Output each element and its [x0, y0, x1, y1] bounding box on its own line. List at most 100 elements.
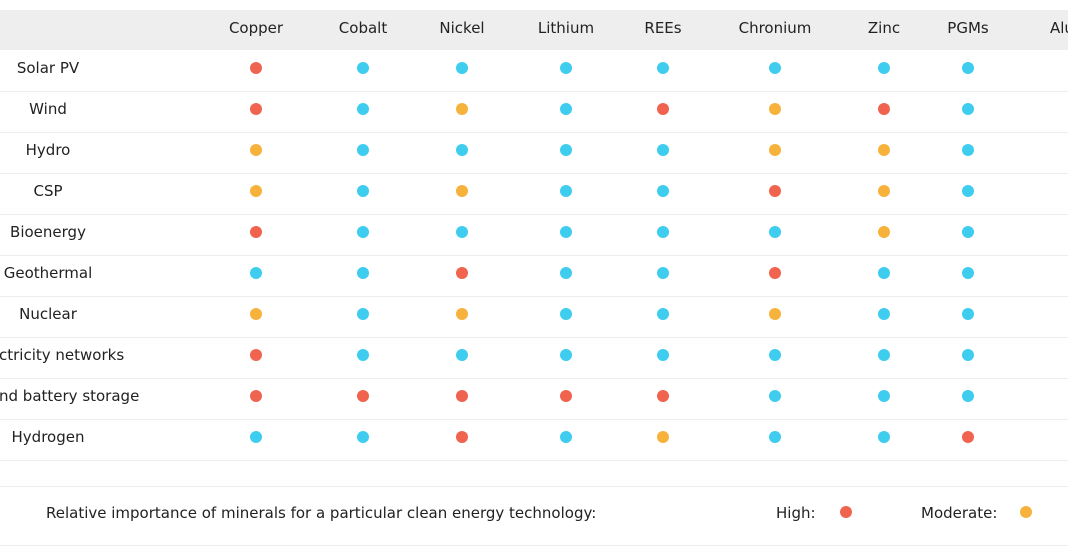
- row-separator: [0, 132, 1068, 133]
- importance-dot: [962, 103, 974, 115]
- row-label: nd battery storage: [0, 387, 140, 405]
- importance-dot: [456, 349, 468, 361]
- importance-dot: [456, 185, 468, 197]
- row-label: Hydrogen: [11, 428, 85, 446]
- importance-dot: [657, 349, 669, 361]
- legend-title: Relative importance of minerals for a pa…: [46, 504, 597, 522]
- importance-dot: [657, 185, 669, 197]
- importance-dot: [357, 226, 369, 238]
- importance-dot: [250, 431, 262, 443]
- importance-dot: [357, 62, 369, 74]
- legend-dot: [840, 506, 852, 518]
- importance-dot: [878, 349, 890, 361]
- importance-dot: [962, 185, 974, 197]
- importance-dot: [769, 226, 781, 238]
- row-label: CSP: [33, 182, 63, 200]
- column-header: Nickel: [439, 19, 485, 37]
- importance-dot: [456, 226, 468, 238]
- importance-dot: [357, 103, 369, 115]
- row-separator: [0, 378, 1068, 379]
- importance-dot: [357, 267, 369, 279]
- importance-dot: [357, 349, 369, 361]
- importance-dot: [560, 103, 572, 115]
- importance-dot: [962, 390, 974, 402]
- importance-dot: [769, 390, 781, 402]
- row-separator: [0, 214, 1068, 215]
- importance-dot: [878, 267, 890, 279]
- importance-dot: [560, 267, 572, 279]
- importance-dot: [657, 267, 669, 279]
- importance-dot: [657, 144, 669, 156]
- importance-dot: [878, 390, 890, 402]
- column-header: PGMs: [947, 19, 989, 37]
- importance-dot: [357, 308, 369, 320]
- importance-dot: [769, 267, 781, 279]
- row-label: ctricity networks: [0, 346, 125, 364]
- importance-dot: [657, 62, 669, 74]
- importance-dot: [962, 308, 974, 320]
- importance-dot: [878, 144, 890, 156]
- importance-dot: [878, 226, 890, 238]
- importance-dot: [456, 103, 468, 115]
- importance-dot: [560, 62, 572, 74]
- importance-dot: [657, 103, 669, 115]
- importance-dot: [560, 308, 572, 320]
- row-separator: [0, 419, 1068, 420]
- importance-dot: [456, 144, 468, 156]
- column-header: REEs: [644, 19, 682, 37]
- importance-dot: [878, 308, 890, 320]
- importance-dot: [962, 267, 974, 279]
- importance-dot: [357, 144, 369, 156]
- row-separator: [0, 296, 1068, 297]
- legend-dot: [1020, 506, 1032, 518]
- importance-dot: [657, 390, 669, 402]
- column-header: Copper: [228, 19, 284, 37]
- column-header: Zinc: [867, 19, 901, 37]
- importance-dot: [769, 144, 781, 156]
- importance-dot: [560, 390, 572, 402]
- importance-dot: [769, 308, 781, 320]
- importance-dot: [250, 185, 262, 197]
- row-separator: [0, 337, 1068, 338]
- importance-dot: [769, 431, 781, 443]
- importance-dot: [878, 103, 890, 115]
- importance-dot: [250, 226, 262, 238]
- importance-dot: [878, 185, 890, 197]
- legend-separator: [0, 545, 1068, 546]
- importance-dot: [250, 144, 262, 156]
- importance-dot: [560, 185, 572, 197]
- column-header: Alu: [1050, 19, 1068, 37]
- importance-dot: [357, 390, 369, 402]
- row-separator: [0, 173, 1068, 174]
- legend-label: Moderate:: [921, 504, 998, 522]
- importance-dot: [769, 185, 781, 197]
- row-separator: [0, 91, 1068, 92]
- importance-dot: [456, 308, 468, 320]
- importance-dot: [357, 185, 369, 197]
- importance-dot: [560, 226, 572, 238]
- importance-dot: [250, 62, 262, 74]
- importance-dot: [250, 308, 262, 320]
- importance-dot: [657, 226, 669, 238]
- importance-dot: [560, 349, 572, 361]
- importance-dot: [657, 308, 669, 320]
- legend-label: High:: [776, 504, 816, 522]
- importance-dot: [456, 267, 468, 279]
- column-header: Cobalt: [338, 19, 388, 37]
- importance-dot: [878, 431, 890, 443]
- importance-dot: [560, 431, 572, 443]
- importance-dot: [456, 62, 468, 74]
- importance-dot: [878, 62, 890, 74]
- importance-dot: [962, 226, 974, 238]
- header-band: [0, 10, 1068, 50]
- importance-dot: [657, 431, 669, 443]
- importance-dot: [769, 103, 781, 115]
- importance-dot: [962, 62, 974, 74]
- row-label: Nuclear: [19, 305, 77, 323]
- importance-dot: [456, 390, 468, 402]
- importance-dot: [560, 144, 572, 156]
- row-label: Solar PV: [16, 59, 80, 77]
- importance-dot: [250, 267, 262, 279]
- importance-dot: [962, 431, 974, 443]
